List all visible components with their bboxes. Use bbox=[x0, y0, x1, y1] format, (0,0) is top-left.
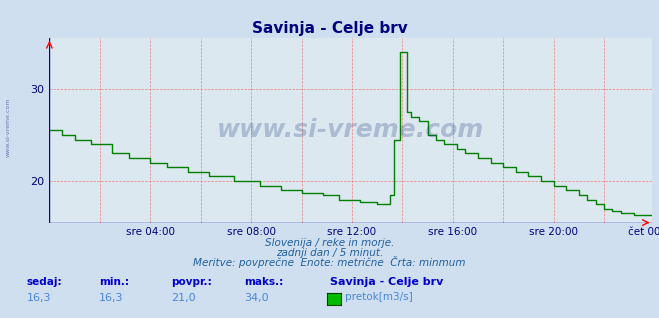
Text: 34,0: 34,0 bbox=[244, 293, 268, 302]
Text: 21,0: 21,0 bbox=[171, 293, 196, 302]
Text: sedaj:: sedaj: bbox=[26, 277, 62, 287]
Text: Slovenija / reke in morje.: Slovenija / reke in morje. bbox=[265, 238, 394, 248]
Text: Meritve: povprečne  Enote: metrične  Črta: minmum: Meritve: povprečne Enote: metrične Črta:… bbox=[193, 256, 466, 267]
Text: Savinja - Celje brv: Savinja - Celje brv bbox=[252, 21, 407, 36]
Text: Savinja - Celje brv: Savinja - Celje brv bbox=[330, 277, 443, 287]
Text: www.si-vreme.com: www.si-vreme.com bbox=[5, 97, 11, 157]
Text: min.:: min.: bbox=[99, 277, 129, 287]
Text: maks.:: maks.: bbox=[244, 277, 283, 287]
Text: pretok[m3/s]: pretok[m3/s] bbox=[345, 292, 413, 302]
Text: zadnji dan / 5 minut.: zadnji dan / 5 minut. bbox=[276, 248, 383, 258]
Text: 16,3: 16,3 bbox=[99, 293, 123, 302]
Text: 16,3: 16,3 bbox=[26, 293, 51, 302]
Text: povpr.:: povpr.: bbox=[171, 277, 212, 287]
Text: www.si-vreme.com: www.si-vreme.com bbox=[217, 118, 484, 142]
